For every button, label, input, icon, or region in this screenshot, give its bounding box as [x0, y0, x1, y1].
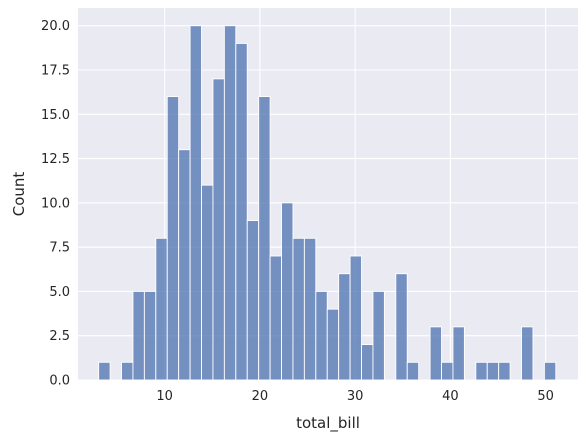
histogram-bar	[258, 96, 271, 381]
x-tick-label: 50	[537, 389, 554, 404]
x-tick-label: 10	[156, 389, 173, 404]
x-axis-label: total_bill	[296, 414, 360, 433]
histogram-bar	[521, 326, 534, 381]
histogram-bar	[429, 326, 442, 381]
histogram-bar	[178, 149, 191, 381]
histogram-bar	[498, 361, 511, 381]
y-tick-label: 20.0	[41, 19, 70, 34]
histogram-bar	[212, 78, 225, 381]
histogram-bar	[143, 290, 157, 381]
histogram-bar	[406, 361, 420, 381]
y-tick-label: 17.5	[41, 64, 70, 79]
y-tick-label: 7.5	[49, 241, 70, 256]
histogram-bar	[486, 361, 500, 381]
x-tick-label: 30	[347, 389, 364, 404]
y-axis-label: Count	[10, 172, 28, 217]
histogram-bar	[315, 290, 328, 381]
y-tick-labels: 0.0 2.5 5.0 7.5 10.0 12.5 15.0 17.5 20.0	[41, 19, 70, 388]
histogram-bar	[303, 237, 317, 381]
histogram-bar	[201, 184, 214, 381]
histogram-bar	[98, 361, 111, 381]
histogram-bar	[372, 290, 385, 381]
histogram-bar	[475, 361, 488, 381]
histogram-bar	[281, 202, 294, 381]
x-tick-labels: 10 20 30 40 50	[156, 389, 553, 404]
histogram-bar	[395, 273, 408, 381]
histogram-bar	[189, 25, 202, 381]
x-tick-label: 40	[442, 389, 459, 404]
histogram-bar	[246, 220, 260, 381]
histogram-bar	[121, 361, 134, 381]
histogram-bar	[326, 308, 340, 381]
y-tick-label: 12.5	[41, 152, 70, 167]
x-tick-label: 20	[252, 389, 269, 404]
histogram-bar	[269, 255, 282, 381]
histogram-bar	[132, 290, 145, 381]
histogram-bar	[338, 273, 351, 381]
histogram-bar	[235, 42, 248, 381]
histogram-bar	[292, 237, 305, 381]
histogram-bar	[155, 237, 168, 381]
y-tick-label: 2.5	[49, 329, 70, 344]
y-tick-label: 15.0	[41, 108, 70, 123]
histogram-bars	[98, 25, 557, 381]
histogram-bar	[166, 96, 180, 381]
histogram-bar	[452, 326, 465, 381]
y-tick-label: 10.0	[41, 196, 70, 211]
histogram-bar	[543, 361, 557, 381]
y-tick-label: 0.0	[49, 374, 70, 389]
y-tick-label: 5.0	[49, 285, 70, 300]
histogram-bar	[361, 344, 374, 381]
histogram-bar	[441, 361, 454, 381]
histogram-bar	[223, 25, 237, 381]
histogram-bar	[349, 255, 362, 381]
